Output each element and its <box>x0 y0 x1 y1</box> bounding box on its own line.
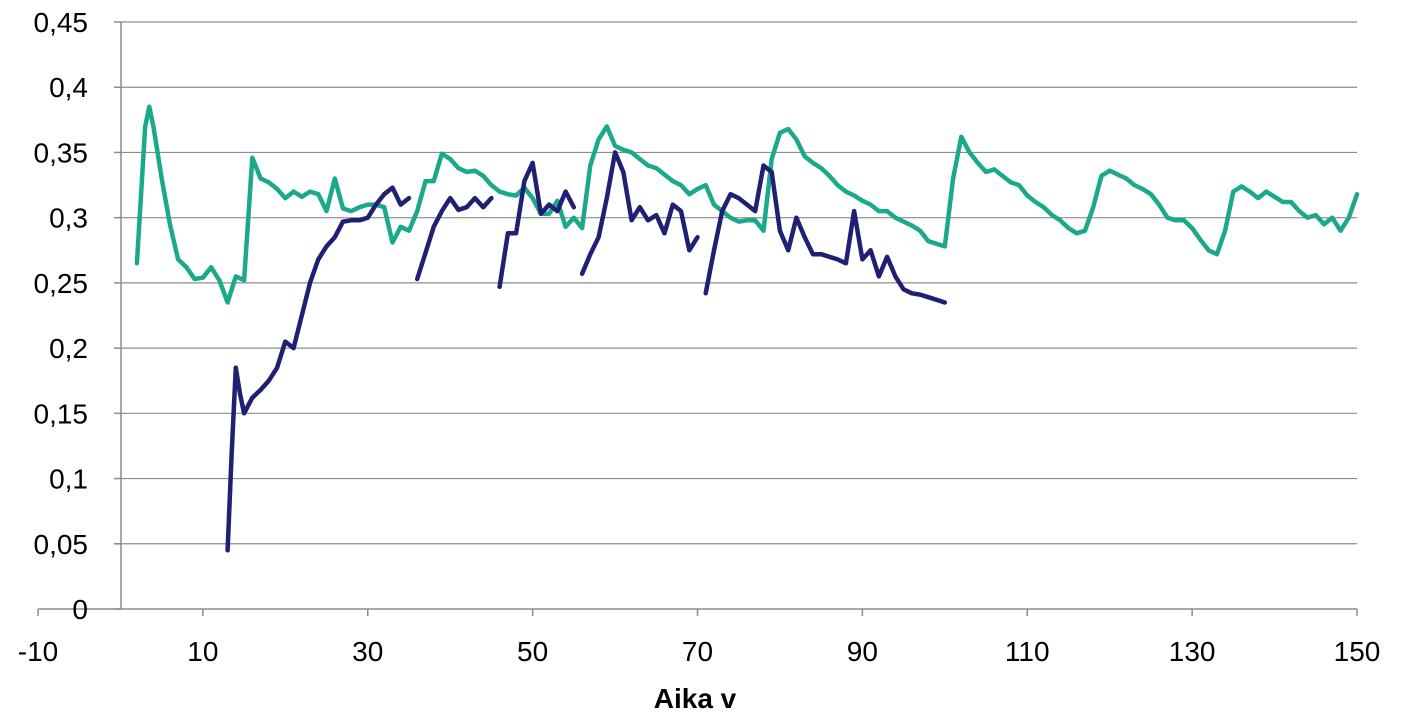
x-tick-label: 50 <box>517 636 548 667</box>
series-2-line-segment-5 <box>703 163 948 305</box>
series-1-line-segment-1 <box>134 104 1360 305</box>
y-tick-label: 0,3 <box>49 203 88 234</box>
series-2-line-segment-3 <box>497 160 577 290</box>
series-lines <box>134 104 1360 553</box>
axes <box>37 21 1358 616</box>
x-tick-label: 70 <box>682 636 713 667</box>
x-tick-label: -10 <box>18 636 58 667</box>
y-tick-label: 0,05 <box>34 529 89 560</box>
x-tick-label: 130 <box>1169 636 1216 667</box>
x-tick-labels: -10 10 30 50 70 90 110 130 150 <box>18 636 1381 667</box>
x-tick-label: 110 <box>1005 636 1050 667</box>
series-2-line-segment-1 <box>225 185 412 553</box>
x-tick-label: 10 <box>187 636 218 667</box>
y-tick-labels: 0 0,05 0,1 0,15 0,2 0,25 0,3 0,35 0,4 0,45 <box>34 7 89 625</box>
y-tick-label: 0,1 <box>49 464 88 495</box>
y-tick-label: 0,35 <box>34 137 89 168</box>
x-tick-label: 30 <box>352 636 383 667</box>
y-tick-label: 0,15 <box>34 398 89 429</box>
x-tick-label: 90 <box>847 636 878 667</box>
y-tick-label: 0,25 <box>34 268 89 299</box>
y-tick-label: 0,45 <box>34 7 89 38</box>
y-tick-label: 0 <box>72 594 88 625</box>
y-tick-label: 0,2 <box>49 333 88 364</box>
x-axis-title: Aika v <box>654 683 737 714</box>
x-tick-label: 150 <box>1334 636 1381 667</box>
series-2-line-segment-2 <box>414 195 494 282</box>
gridlines <box>121 21 1357 545</box>
series-2-line-segment-4 <box>579 150 700 277</box>
y-tick-label: 0,4 <box>49 72 88 103</box>
